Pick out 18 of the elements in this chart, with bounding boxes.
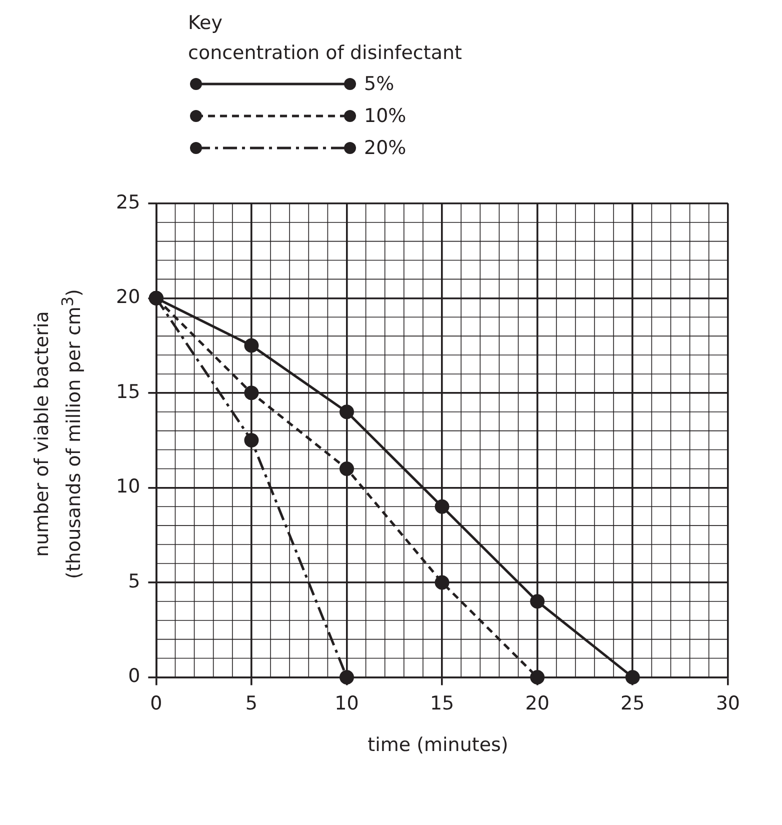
y-tick-label: 10 xyxy=(116,476,140,498)
legend-label: 10% xyxy=(364,104,406,129)
y-tick-label: 20 xyxy=(116,286,140,308)
x-tick-label: 25 xyxy=(620,692,645,715)
y-tick-label: 25 xyxy=(116,191,140,214)
x-tick-label: 0 xyxy=(150,692,162,715)
x-tick-label: 5 xyxy=(245,692,258,715)
x-tick-label: 20 xyxy=(525,692,550,715)
x-tick-label: 15 xyxy=(430,692,454,715)
x-tick-label: 10 xyxy=(334,692,359,715)
x-tick-label: 30 xyxy=(716,692,740,715)
x-axis-title: time (minutes) xyxy=(366,734,510,756)
legend-label: 20% xyxy=(364,136,406,161)
y-tick-label: 5 xyxy=(128,570,140,592)
legend-title: Key concentration of disinfectant xyxy=(188,11,463,66)
legend-label: 5% xyxy=(364,72,394,97)
y-tick-label: 15 xyxy=(116,380,140,403)
y-tick-label: 0 xyxy=(128,665,140,688)
